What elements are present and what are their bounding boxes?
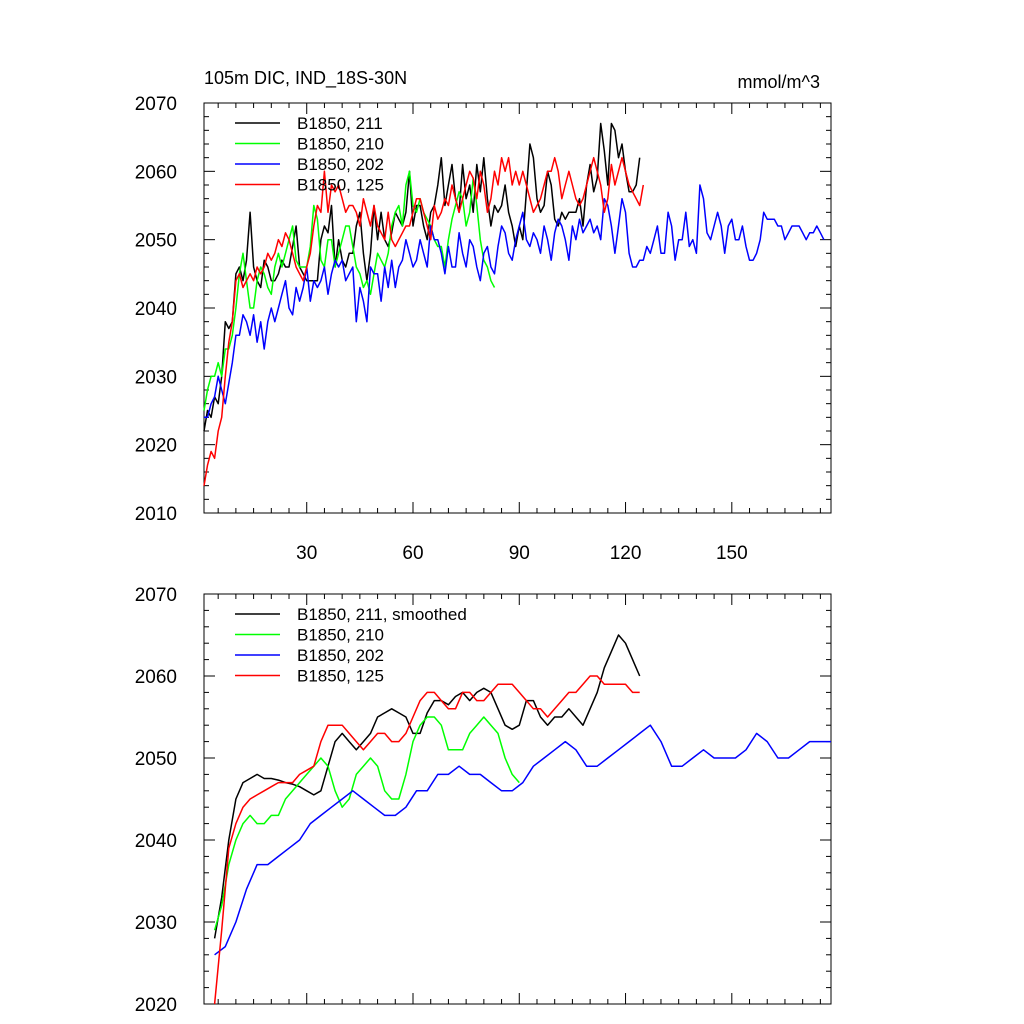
top-y-tick-label: 2020 xyxy=(135,436,177,457)
bottom-y-tick-label: 2070 xyxy=(135,585,177,606)
bottom-legend-label: B1850, 211, smoothed xyxy=(297,605,467,624)
bottom-y-tick-label: 2050 xyxy=(135,749,177,770)
bottom-y-tick-label: 2060 xyxy=(135,667,177,688)
top-x-tick-label: 90 xyxy=(509,543,530,564)
top-legend-label: B1850, 202 xyxy=(297,155,384,174)
top-y-tick-label: 2070 xyxy=(135,94,177,115)
top-x-tick-label: 150 xyxy=(716,543,748,564)
bottom-series-line-2 xyxy=(214,724,831,956)
top-series-line-1 xyxy=(203,170,496,411)
top-series-line-2 xyxy=(204,184,825,419)
bottom-plot-frame xyxy=(203,593,832,1005)
top-x-tick-label: 30 xyxy=(296,543,317,564)
top-series-line-3 xyxy=(203,156,645,486)
top-y-tick-label: 2040 xyxy=(135,299,177,320)
top-panel: 30 60 90 120 150 2010 2020 2030 2040 2050 2060 2070… xyxy=(135,94,832,564)
bottom-legend-label: B1850, 210 xyxy=(297,626,384,645)
top-y-tick-label: 2010 xyxy=(135,504,177,525)
bottom-y-tick-label: 2040 xyxy=(135,831,177,852)
top-x-tick-label: 60 xyxy=(402,543,423,564)
top-legend-label: B1850, 211 xyxy=(297,114,383,133)
top-series-line-0 xyxy=(203,122,641,432)
bottom-series-line-3 xyxy=(213,675,640,1005)
top-legend-label: B1850, 125 xyxy=(297,176,384,195)
bottom-legend-label: B1850, 125 xyxy=(297,667,384,686)
top-y-tick-label: 2050 xyxy=(135,231,177,252)
figure-title-left: 105m DIC, IND_18S-30N xyxy=(204,68,407,89)
top-y-tick-label: 2060 xyxy=(135,162,177,183)
bottom-series-line-1 xyxy=(213,716,520,931)
top-legend-label: B1850, 210 xyxy=(297,135,384,154)
bottom-legend-label: B1850, 202 xyxy=(297,646,384,665)
bottom-series-line-0 xyxy=(213,634,641,939)
bottom-panel: 2020 2030 2040 2050 2060 2070 B1850, 211, smoo… xyxy=(135,585,832,1016)
top-x-tick-label: 120 xyxy=(610,543,642,564)
figure-title-right: mmol/m^3 xyxy=(738,72,820,92)
bottom-y-tick-label: 2030 xyxy=(135,913,177,934)
bottom-y-tick-label: 2020 xyxy=(135,995,177,1016)
top-y-tick-label: 2030 xyxy=(135,367,177,388)
